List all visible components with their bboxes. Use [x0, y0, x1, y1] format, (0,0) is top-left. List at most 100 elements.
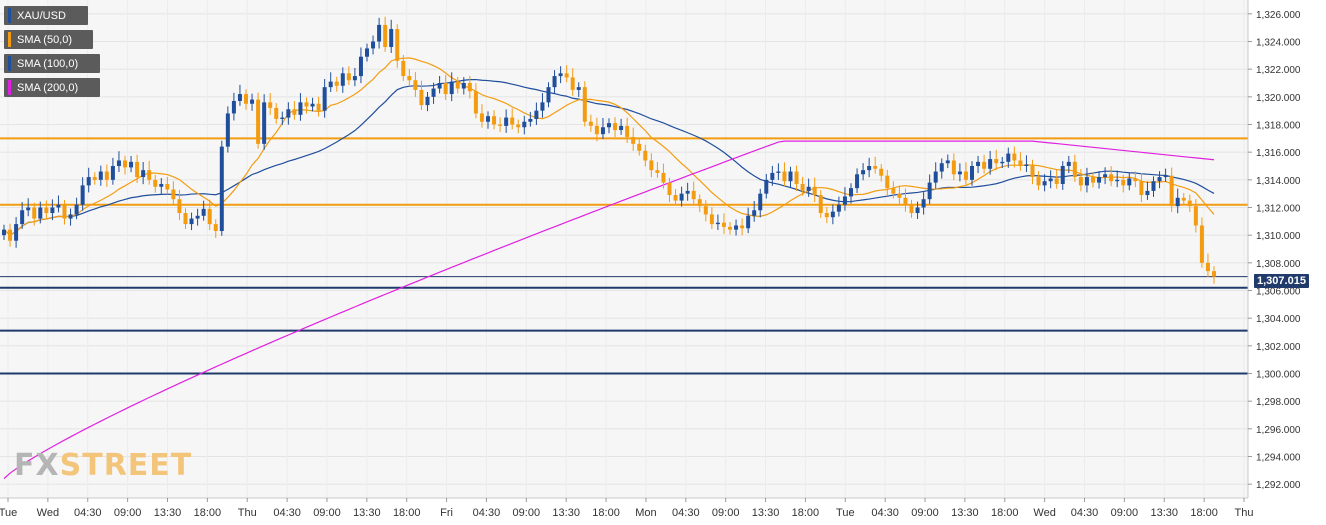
candle-body: [44, 207, 49, 214]
candle-body: [80, 185, 85, 205]
x-tick-label: 13:30: [752, 507, 780, 519]
candle-body: [758, 193, 763, 211]
candle-body: [165, 183, 170, 190]
candle-body: [389, 29, 394, 48]
candle-body: [588, 121, 593, 126]
candle-body: [135, 161, 140, 178]
candle-body: [631, 136, 636, 144]
candle-body: [685, 190, 690, 194]
candle-body: [473, 91, 478, 114]
candle-body: [231, 100, 236, 114]
candle-body: [528, 118, 533, 122]
candle-body: [594, 125, 599, 135]
candle-body: [1175, 197, 1180, 207]
candle-body: [794, 171, 799, 184]
candle-body: [643, 150, 648, 161]
candle-body: [1042, 181, 1047, 186]
legend-item-sma50[interactable]: SMA (50,0): [4, 30, 93, 49]
x-tick-label: Wed: [1033, 507, 1055, 519]
legend-swatch: [8, 32, 11, 47]
candle-body: [498, 124, 503, 126]
x-tick-label: 09:00: [1111, 507, 1139, 519]
candle-body: [8, 229, 13, 241]
candle-body: [1139, 181, 1144, 196]
x-tick-label: 04:30: [672, 507, 700, 519]
candle-body: [395, 29, 400, 61]
candle-body: [613, 123, 618, 131]
candle-body: [921, 199, 926, 208]
candle-body: [903, 197, 908, 205]
candle-body: [371, 41, 376, 49]
candle-body: [703, 206, 708, 215]
candle-body: [740, 225, 745, 229]
candle-body: [818, 195, 823, 214]
candle-body: [752, 210, 757, 216]
candle-body: [250, 99, 255, 104]
x-tick-label: 09:00: [712, 507, 740, 519]
candle-body: [855, 174, 860, 189]
x-tick-label: 04:30: [1071, 507, 1099, 519]
candle-body: [407, 76, 412, 81]
candle-body: [661, 172, 666, 183]
x-tick-label: Tue: [0, 507, 17, 519]
x-tick-label: 18:00: [792, 507, 820, 519]
candle-body: [183, 213, 188, 225]
y-tick-label: 1,304.000: [1256, 314, 1301, 325]
candle-body: [413, 80, 418, 90]
y-tick-label: 1,326.000: [1256, 10, 1301, 21]
candle-body: [1066, 161, 1071, 166]
y-tick-label: 1,322.000: [1256, 65, 1301, 76]
candle-body: [734, 225, 739, 230]
candle-body: [425, 96, 430, 106]
candle-body: [1103, 174, 1108, 178]
candle-body: [909, 204, 914, 214]
candle-body: [800, 183, 805, 191]
x-tick-label: 04:30: [473, 507, 501, 519]
candle-body: [340, 73, 345, 86]
candle-body: [842, 196, 847, 205]
candle-body: [776, 171, 781, 173]
candle-body: [280, 117, 285, 119]
candle-body: [352, 76, 357, 81]
candle-body: [159, 183, 164, 187]
legend-item-xauusd[interactable]: XAU/USD: [4, 6, 88, 25]
current-price-badge: 1,307.015: [1254, 274, 1309, 288]
y-axis: 1,292.000 1,294.000 1,296.000 1,298.000 1,30…: [1248, 10, 1301, 491]
x-tick-label: 18:00: [194, 507, 222, 519]
candle-body: [1060, 166, 1065, 184]
y-tick-label: 1,308.000: [1256, 259, 1301, 270]
candle-body: [129, 161, 134, 168]
logo-street: STREET: [59, 448, 193, 483]
candle-body: [963, 171, 968, 180]
candle-body: [274, 107, 279, 119]
candle-body: [195, 215, 200, 219]
candle-body: [885, 175, 890, 189]
candle-body: [56, 204, 61, 208]
candle-body: [570, 77, 575, 90]
candle-body: [1036, 177, 1041, 186]
candle-body: [764, 179, 769, 194]
legend-item-sma200[interactable]: SMA (200,0): [4, 78, 100, 97]
y-tick-label: 1,300.000: [1256, 370, 1301, 381]
candle-body: [879, 168, 884, 176]
candle-body: [746, 215, 751, 229]
legend-label: SMA (100,0): [17, 57, 79, 70]
candle-body: [358, 56, 363, 77]
candle-body: [32, 207, 37, 219]
candle-body: [788, 171, 793, 182]
candle-body: [346, 73, 351, 81]
candle-body: [1169, 175, 1174, 207]
candle-body: [824, 213, 829, 218]
candle-body: [304, 102, 309, 107]
legend-item-sma100[interactable]: SMA (100,0): [4, 54, 100, 73]
candle-body: [534, 110, 539, 119]
candle-body: [419, 89, 424, 106]
moving-averages: [3, 57, 1215, 480]
candle-body: [709, 214, 714, 225]
candle-body: [1212, 271, 1216, 277]
candle-body: [637, 143, 642, 151]
candle-body: [1163, 175, 1168, 178]
x-tick-label: 09:00: [313, 507, 341, 519]
y-tick-label: 1,318.000: [1256, 121, 1301, 132]
